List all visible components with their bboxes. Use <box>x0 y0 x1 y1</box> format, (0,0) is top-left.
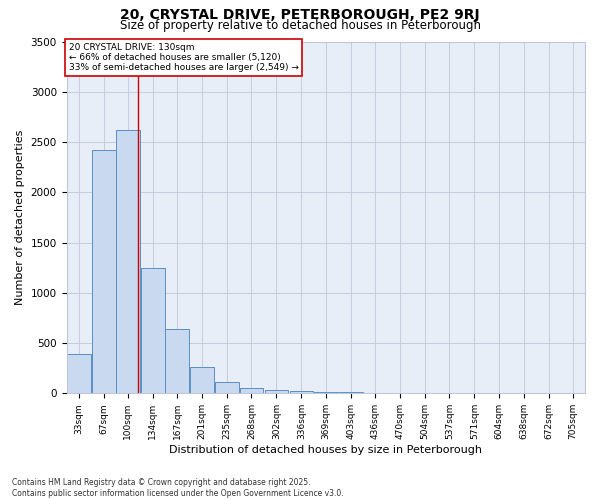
Bar <box>67 354 91 394</box>
Bar <box>339 392 362 394</box>
Bar <box>215 382 239 394</box>
Bar <box>290 391 313 394</box>
Bar <box>141 268 165 394</box>
Bar <box>92 150 116 394</box>
X-axis label: Distribution of detached houses by size in Peterborough: Distribution of detached houses by size … <box>169 445 482 455</box>
Text: Size of property relative to detached houses in Peterborough: Size of property relative to detached ho… <box>119 19 481 32</box>
Bar <box>265 390 289 394</box>
Bar <box>190 367 214 394</box>
Bar <box>239 388 263 394</box>
Text: 20 CRYSTAL DRIVE: 130sqm
← 66% of detached houses are smaller (5,120)
33% of sem: 20 CRYSTAL DRIVE: 130sqm ← 66% of detach… <box>69 42 299 72</box>
Bar <box>116 130 140 394</box>
Bar <box>314 392 338 394</box>
Text: 20, CRYSTAL DRIVE, PETERBOROUGH, PE2 9RJ: 20, CRYSTAL DRIVE, PETERBOROUGH, PE2 9RJ <box>120 8 480 22</box>
Y-axis label: Number of detached properties: Number of detached properties <box>15 130 25 305</box>
Text: Contains HM Land Registry data © Crown copyright and database right 2025.
Contai: Contains HM Land Registry data © Crown c… <box>12 478 344 498</box>
Bar <box>166 329 189 394</box>
